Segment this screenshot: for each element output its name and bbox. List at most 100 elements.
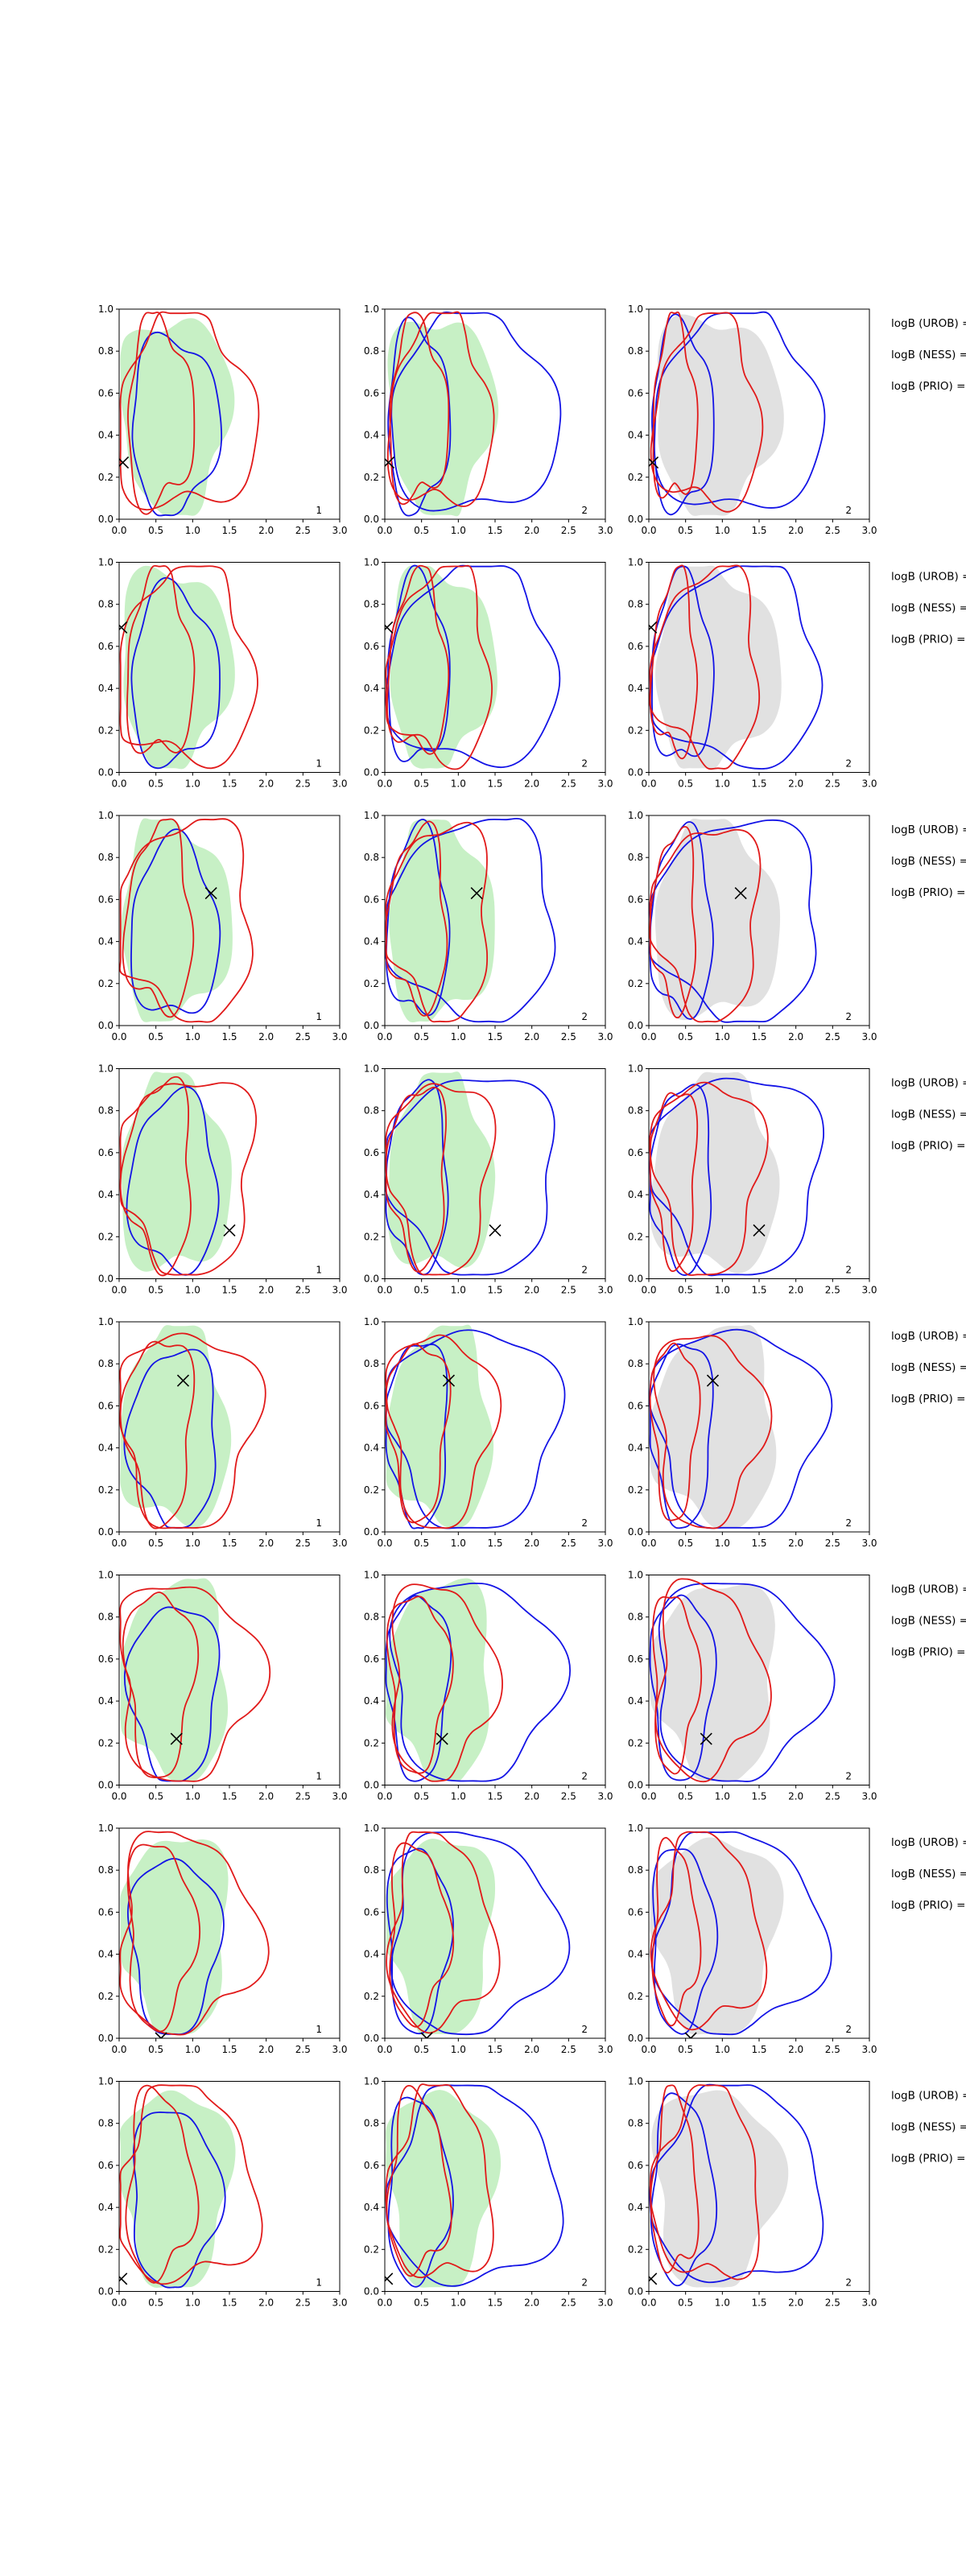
y-tick-label: 1.0 xyxy=(364,1316,379,1327)
plot-area xyxy=(385,818,556,1023)
panel-number-label: 2 xyxy=(845,1265,852,1276)
panel-r6-c1: 0.0 0.5 1.0 1.5 2.0 2.5 3.0 0.0 0.2 0.4 0.6 0.8 1.0 1 xyxy=(98,1570,348,1802)
grey-density-fill xyxy=(657,314,784,516)
blue-contour-line xyxy=(649,1328,833,1530)
red-contour-line xyxy=(119,1082,258,1276)
y-tick-label: 1.0 xyxy=(98,1823,114,1834)
x-tick-label: 2.5 xyxy=(825,778,840,790)
x-tick-label: 2.0 xyxy=(524,2297,539,2309)
y-tick-label: 0.8 xyxy=(628,1612,643,1623)
y-tick-label: 1.0 xyxy=(98,810,114,821)
x-tick-label: 1.0 xyxy=(185,1538,200,1549)
x-tick-label: 0.0 xyxy=(111,525,126,536)
logb-side-label: logB (UROB) = xyxy=(891,317,966,330)
x-tick-label: 1.0 xyxy=(451,525,466,536)
x-tick-label: 0.5 xyxy=(678,1285,693,1296)
logb-side-label: logB (NESS) = xyxy=(891,2121,966,2134)
plot-area xyxy=(649,1071,824,1277)
y-tick-label: 1.0 xyxy=(98,2076,114,2087)
y-tick-label: 0.4 xyxy=(98,1949,114,1960)
logb-side-label: logB (PRIO) = xyxy=(891,1646,965,1659)
red-contour-line xyxy=(649,1342,701,1521)
y-tick-label: 0.8 xyxy=(628,599,643,610)
y-tick-label: 0.6 xyxy=(628,1147,643,1158)
y-tick-label: 0.4 xyxy=(364,430,379,441)
y-tick-label: 0.4 xyxy=(364,1189,379,1200)
y-tick-label: 0.0 xyxy=(364,1274,379,1285)
y-tick-label: 1.0 xyxy=(628,810,643,821)
y-tick-label: 0.0 xyxy=(98,2286,114,2297)
y-tick-label: 0.6 xyxy=(628,2160,643,2171)
panel-r2-c3: 0.0 0.5 1.0 1.5 2.0 2.5 3.0 0.0 0.2 0.4 0.6 0.8 1.0 2 xyxy=(628,557,877,790)
y-tick-label: 0.2 xyxy=(98,472,114,483)
x-tick-label: 2.5 xyxy=(295,778,311,790)
x-tick-label: 2.5 xyxy=(295,1285,311,1296)
y-tick-label: 0.8 xyxy=(364,1358,379,1369)
y-tick-label: 0.6 xyxy=(98,1400,114,1411)
y-tick-label: 1.0 xyxy=(364,557,379,568)
red-contour-line xyxy=(649,1081,769,1277)
red-contour-line xyxy=(385,821,489,1023)
x-tick-label: 0.5 xyxy=(148,1791,163,1802)
x-tick-label: 0.5 xyxy=(414,778,429,790)
x-tick-label: 2.0 xyxy=(788,2297,803,2309)
panel-number-label: 2 xyxy=(845,1517,852,1529)
blue-contour-line xyxy=(385,1595,452,1782)
red-contour-line xyxy=(650,312,764,513)
panel-number-label: 1 xyxy=(316,1265,322,1276)
x-tick-label: 0.0 xyxy=(111,778,126,790)
green-density-fill xyxy=(120,1839,229,2035)
logb-side-label: logB (UROB) = xyxy=(891,1077,966,1090)
red-contour-line xyxy=(126,1843,201,2033)
green-density-fill xyxy=(387,321,499,517)
x-tick-label: 0.5 xyxy=(414,1538,429,1549)
y-tick-label: 1.0 xyxy=(628,1316,643,1327)
red-contour-line xyxy=(122,818,195,1018)
y-tick-label: 0.2 xyxy=(364,1991,379,2002)
x-tick-label: 0.0 xyxy=(641,1538,656,1549)
true-value-marker xyxy=(442,1374,456,1387)
x-tick-label: 2.5 xyxy=(295,1538,311,1549)
y-tick-label: 0.4 xyxy=(98,1443,114,1454)
plot-area xyxy=(649,1578,836,1783)
y-tick-label: 0.6 xyxy=(628,387,643,398)
x-tick-label: 0.5 xyxy=(678,2044,693,2055)
plot-area xyxy=(119,564,258,770)
y-tick-label: 0.6 xyxy=(98,894,114,905)
true-value-marker xyxy=(385,621,394,634)
red-contour-line xyxy=(119,1332,266,1530)
y-tick-label: 0.0 xyxy=(628,514,643,525)
x-tick-label: 1.0 xyxy=(715,2297,730,2309)
red-contour-line xyxy=(386,2085,452,2277)
red-contour-line xyxy=(389,312,450,506)
plot-area xyxy=(649,1325,833,1530)
x-tick-label: 1.0 xyxy=(185,778,200,790)
blue-contour-line xyxy=(658,1583,836,1782)
y-tick-label: 0.6 xyxy=(98,1653,114,1665)
green-density-fill xyxy=(120,2090,236,2288)
panel-r7-c1: 0.0 0.5 1.0 1.5 2.0 2.5 3.0 0.0 0.2 0.4 0.6 0.8 1.0 1 xyxy=(98,1823,348,2055)
y-tick-label: 0.8 xyxy=(364,599,379,610)
y-tick-label: 0.2 xyxy=(364,1737,379,1748)
y-tick-label: 0.8 xyxy=(98,1358,114,1369)
y-tick-label: 0.4 xyxy=(364,2202,379,2213)
x-tick-label: 1.5 xyxy=(487,1791,502,1802)
green-density-fill xyxy=(121,818,233,1022)
x-tick-label: 0.0 xyxy=(377,1285,392,1296)
panel-number-label: 1 xyxy=(316,1771,322,1782)
blue-contour-line xyxy=(123,1606,221,1782)
x-tick-label: 1.0 xyxy=(185,1285,200,1296)
red-contour-line xyxy=(385,1334,502,1530)
panel-number-label: 2 xyxy=(845,2277,852,2289)
true-value-marker xyxy=(700,1732,712,1745)
y-tick-label: 0.4 xyxy=(364,1443,379,1454)
logb-side-label: logB (NESS) = xyxy=(891,855,966,868)
x-tick-label: 0.5 xyxy=(678,1538,693,1549)
plot-area xyxy=(649,564,824,770)
y-tick-label: 1.0 xyxy=(628,2076,643,2087)
panel-r4-c3: 0.0 0.5 1.0 1.5 2.0 2.5 3.0 0.0 0.2 0.4 0.6 0.8 1.0 2 xyxy=(628,1063,877,1296)
x-tick-label: 2.5 xyxy=(825,1538,840,1549)
blue-contour-line xyxy=(131,331,223,517)
y-tick-label: 1.0 xyxy=(628,557,643,568)
x-tick-label: 1.5 xyxy=(221,778,237,790)
